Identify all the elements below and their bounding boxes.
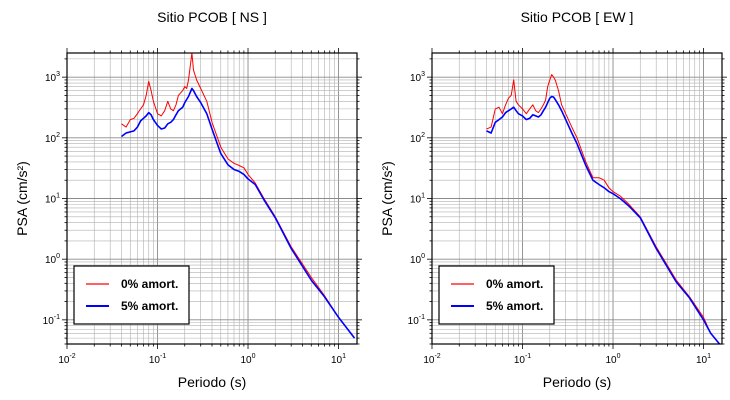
series-line-2 [486,95,721,344]
tick-label-base: 10 [514,355,526,366]
tick-label-exponent: -2 [69,353,75,360]
y-tick-label: 100 [45,253,60,266]
tick-label-base: 10 [45,255,57,266]
legend-label-1: 0% amort. [486,277,543,291]
tick-label-base: 10 [423,355,435,366]
chart-title: Sitio PCOB [ NS ] [157,9,267,25]
series-line-2 [121,87,356,339]
tick-label-base: 10 [58,355,70,366]
tick-label-base: 10 [45,195,57,206]
x-tick-label: 100 [241,353,256,366]
tick-label-base: 10 [241,355,253,366]
tick-label-exponent: 2 [56,132,60,139]
tick-label-exponent: 0 [56,253,60,260]
x-tick-label: 10-1 [149,353,166,366]
y-tick-label: 103 [410,71,425,84]
series-line-1 [486,74,720,344]
y-tick-label: 102 [410,132,425,145]
tick-label-exponent: 2 [421,132,425,139]
y-tick-label: 101 [410,193,425,206]
y-tick-label: 10-1 [408,314,425,327]
legend: 0% amort. 5% amort. [438,265,555,325]
tick-label-base: 10 [410,195,422,206]
tick-label-base: 10 [43,316,55,327]
legend: 0% amort. 5% amort. [73,265,190,325]
tick-label-exponent: -1 [419,314,425,321]
tick-label-exponent: 1 [56,193,60,200]
chart-title: Sitio PCOB [ EW ] [521,9,634,25]
tick-label-exponent: 1 [707,353,711,360]
y-axis-label: PSA (cm/s²) [379,161,395,236]
axis-ticks [427,48,727,349]
tick-label-exponent: 3 [56,71,60,78]
x-tick-label: 10-2 [58,353,75,366]
tick-label-exponent: -1 [54,314,60,321]
legend-box [73,265,190,325]
y-tick-label: 102 [45,132,60,145]
tick-label-exponent: 1 [421,193,425,200]
tick-label-exponent: -1 [525,353,531,360]
legend-label-2: 5% amort. [486,299,543,313]
grid [432,53,722,344]
tick-label-base: 10 [408,316,420,327]
axis-ticks [62,48,362,349]
x-tick-label: 10-1 [514,353,531,366]
x-tick-label: 10-2 [423,353,440,366]
tick-label-base: 10 [149,355,161,366]
tick-label-exponent: 1 [342,353,346,360]
x-tick-label: 101 [696,353,711,366]
tick-label-base: 10 [45,73,57,84]
series-line-1 [121,53,355,339]
tick-label-exponent: -2 [434,353,440,360]
y-axis-label: PSA (cm/s²) [14,161,30,236]
tick-label-exponent: 3 [421,71,425,78]
x-axis-label: Periodo (s) [178,374,246,390]
tick-label-exponent: 0 [617,353,621,360]
legend-label-1: 0% amort. [121,277,178,291]
legend-label-2: 5% amort. [121,299,178,313]
tick-label-base: 10 [696,355,708,366]
x-axis-label: Periodo (s) [543,374,611,390]
y-tick-label: 101 [45,193,60,206]
x-tick-label: 101 [331,353,346,366]
tick-label-base: 10 [410,255,422,266]
x-tick-label: 100 [606,353,621,366]
legend-box [438,265,555,325]
tick-label-base: 10 [606,355,618,366]
tick-label-base: 10 [45,134,57,145]
y-tick-label: 100 [410,253,425,266]
tick-label-base: 10 [331,355,343,366]
tick-label-exponent: -1 [160,353,166,360]
y-tick-label: 10-1 [43,314,60,327]
tick-label-exponent: 0 [421,253,425,260]
y-tick-label: 103 [45,71,60,84]
tick-label-exponent: 0 [252,353,256,360]
tick-label-base: 10 [410,73,422,84]
tick-label-base: 10 [410,134,422,145]
